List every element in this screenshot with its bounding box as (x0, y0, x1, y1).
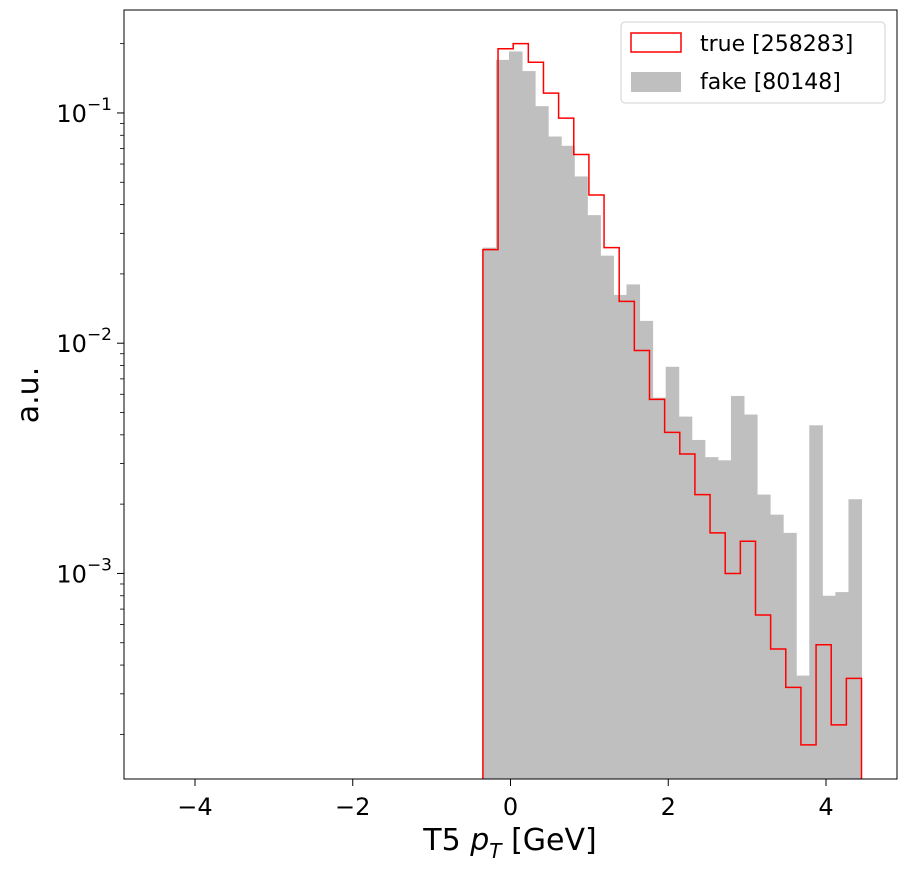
fake-bar (783, 532, 797, 779)
fake-bar (822, 595, 836, 779)
fake-bar (509, 51, 523, 779)
fake-bar (796, 675, 810, 779)
fake-bar (482, 247, 497, 780)
fake-bar (678, 416, 693, 779)
fake-bar (848, 499, 863, 779)
y-tick-label: 10−3 (56, 555, 112, 588)
legend-frame (620, 21, 886, 104)
legend-fake-swatch (631, 72, 681, 92)
y-axis-label: a.u. (11, 367, 46, 423)
fake-bar (730, 395, 745, 779)
x-axis-ticks: −4 −2 0 2 4 (177, 779, 834, 821)
x-tick-label: −4 (177, 793, 212, 821)
fake-bar (770, 514, 784, 779)
x-tick-label: 0 (503, 793, 518, 821)
fake-bar (587, 215, 601, 779)
y-tick-label: 10−2 (56, 325, 112, 358)
fake-bar (600, 255, 614, 780)
fake-bar (691, 439, 706, 779)
fake-bar (626, 284, 641, 779)
x-tick-label: 2 (661, 793, 676, 821)
fake-bar (717, 460, 732, 779)
fake-bar (757, 494, 771, 779)
fake-bar (639, 320, 654, 779)
fake-bar (613, 294, 628, 779)
y-tick-label: 10−1 (56, 95, 112, 128)
fake-bar (652, 397, 667, 779)
fake-bar (835, 592, 849, 779)
fake-bar (548, 136, 562, 780)
fake-bar (665, 366, 680, 779)
fake-bar (495, 59, 510, 780)
y-axis-ticks: 10−3 10−2 10−1 (56, 43, 124, 735)
fake-bar (522, 71, 536, 780)
fake-bar (809, 425, 823, 779)
fake-bar (561, 145, 575, 780)
fake-bar (704, 457, 719, 779)
x-tick-label: 4 (818, 793, 833, 821)
legend-true-swatch (630, 32, 682, 53)
legend-true-label: true [258283] (700, 32, 853, 57)
fake-bar (574, 176, 588, 780)
true-series-step-line (482, 42, 863, 779)
fake-bar (744, 414, 758, 779)
x-tick-label: −2 (335, 793, 370, 821)
fake-series-bars (482, 51, 863, 780)
fake-bar (535, 106, 549, 779)
x-axis-label: T5 pT [GeV] (422, 823, 596, 863)
legend: true [258283] fake [80148] (620, 21, 886, 104)
legend-fake-label: fake [80148] (700, 70, 841, 95)
